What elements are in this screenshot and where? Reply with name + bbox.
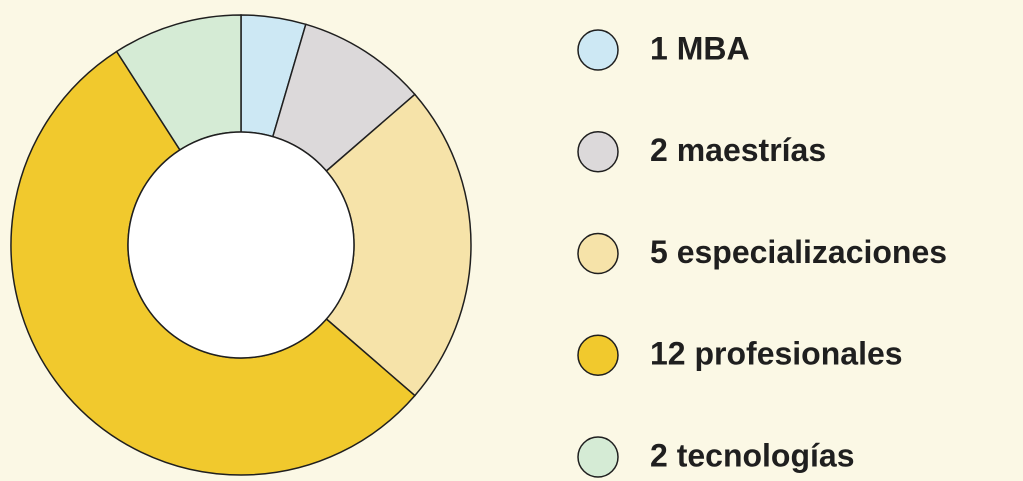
legend-label: 2 tecnologías <box>650 437 855 473</box>
legend-label: 2 maestrías <box>650 132 826 168</box>
legend-swatch <box>577 29 619 71</box>
legend-swatch <box>577 334 619 376</box>
legend-label: 5 especializaciones <box>650 234 947 270</box>
donut-hole <box>127 131 355 359</box>
legend-label: 1 MBA <box>650 30 750 66</box>
legend-swatch <box>577 131 619 173</box>
legend-swatch <box>577 436 619 478</box>
legend-swatch <box>577 232 619 275</box>
legend-label: 12 profesionales <box>650 336 903 372</box>
